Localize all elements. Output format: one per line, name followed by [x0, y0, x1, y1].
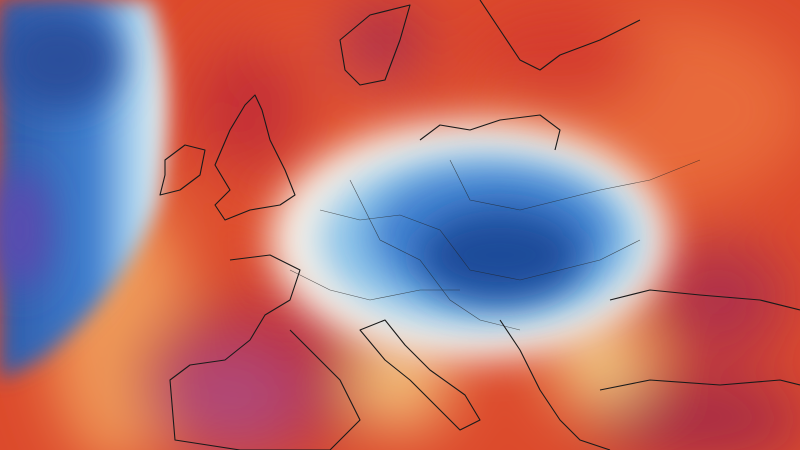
atlantic-cold — [0, 0, 169, 380]
coastlines — [159, 0, 800, 450]
central-cold — [270, 120, 670, 360]
